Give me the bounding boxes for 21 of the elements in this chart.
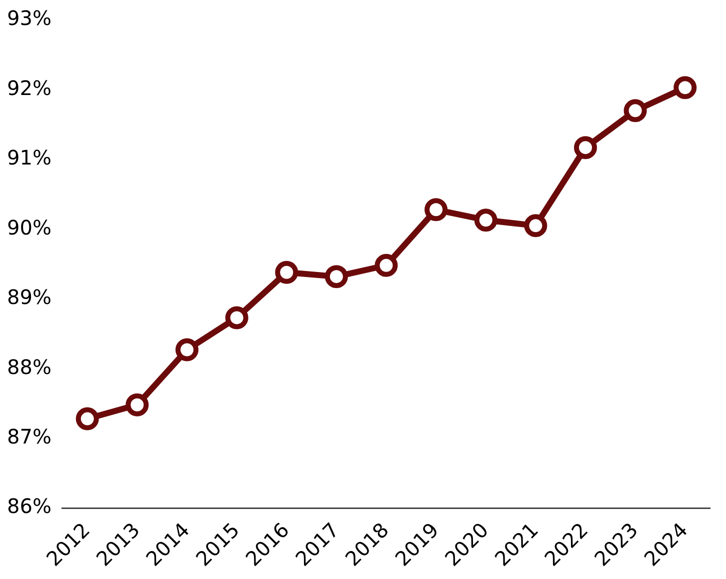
y-tick-label: 92% bbox=[7, 76, 52, 100]
point bbox=[126, 393, 149, 416]
y-tick-label: 90% bbox=[7, 215, 52, 240]
point bbox=[624, 99, 647, 122]
y-tick-label: 89% bbox=[7, 285, 52, 310]
point bbox=[474, 208, 498, 232]
point bbox=[225, 306, 248, 330]
point bbox=[574, 136, 597, 160]
point bbox=[76, 407, 99, 430]
y-tick-label: 86% bbox=[7, 494, 52, 518]
point bbox=[424, 198, 448, 222]
point bbox=[674, 76, 697, 100]
y-tick-label: 93% bbox=[7, 6, 52, 30]
y-tick-label: 91% bbox=[7, 146, 52, 170]
y-tick-label: 88% bbox=[7, 354, 52, 379]
point bbox=[524, 214, 548, 238]
point bbox=[275, 260, 298, 284]
y-tick-label: 87% bbox=[7, 424, 52, 449]
point bbox=[175, 338, 198, 362]
point bbox=[374, 254, 398, 277]
point bbox=[324, 265, 348, 288]
